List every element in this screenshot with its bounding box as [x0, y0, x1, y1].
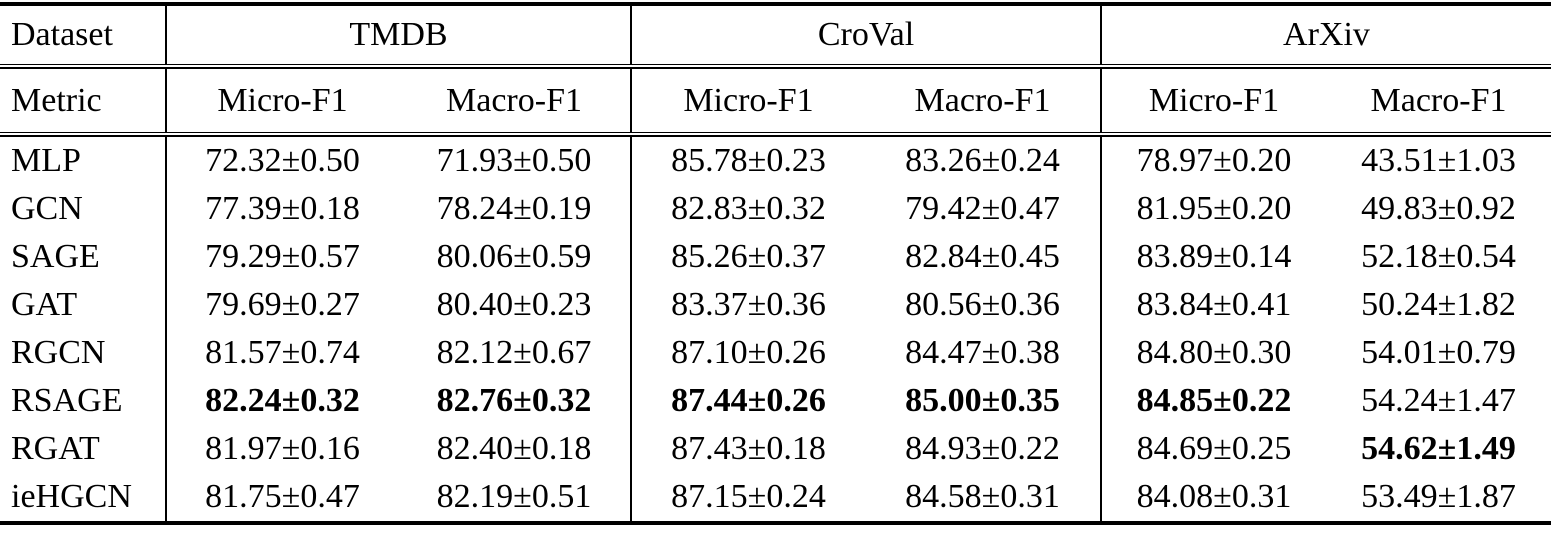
table-row: ieHGCN 81.75±0.47 82.19±0.51 87.15±0.24 … [0, 473, 1551, 521]
value-cell-croval-macro: 83.26±0.24 [905, 142, 1060, 179]
value-cell-croval-micro: 83.37±0.36 [630, 281, 865, 329]
value-cell-tmdb-micro: 82.24±0.32 [165, 377, 398, 425]
metric-header-croval-macro: Macro-F1 [914, 81, 1051, 119]
value-cell-arxiv-micro: 84.69±0.25 [1100, 425, 1326, 473]
value-cell-croval-micro: 85.78±0.23 [630, 137, 865, 185]
table-body: MLP 72.32±0.50 71.93±0.50 85.78±0.23 83.… [0, 137, 1551, 521]
group-header-tmdb: TMDB [165, 6, 630, 64]
value-cell-croval-micro: 85.26±0.37 [630, 233, 865, 281]
value-cell-arxiv-micro: 81.95±0.20 [1100, 185, 1326, 233]
model-name-cell: SAGE [11, 238, 100, 275]
value-cell-tmdb-micro: 81.57±0.74 [165, 329, 398, 377]
value-cell-tmdb-micro: 81.75±0.47 [165, 473, 398, 521]
model-name-cell: RGCN [11, 334, 106, 371]
model-name-cell: GCN [11, 190, 83, 227]
value-cell-croval-macro: 79.42±0.47 [905, 190, 1060, 227]
value-cell-croval-micro: 87.10±0.26 [630, 329, 865, 377]
value-cell-croval-micro: 87.44±0.26 [630, 377, 865, 425]
metric-header-arxiv-macro: Macro-F1 [1370, 81, 1507, 119]
value-cell-tmdb-macro: 82.40±0.18 [436, 430, 592, 467]
value-cell-croval-macro: 80.56±0.36 [905, 286, 1060, 323]
table-row: SAGE 79.29±0.57 80.06±0.59 85.26±0.37 82… [0, 233, 1551, 281]
group-header-croval: CroVal [630, 6, 1100, 64]
table-row: GAT 79.69±0.27 80.40±0.23 83.37±0.36 80.… [0, 281, 1551, 329]
value-cell-tmdb-macro: 80.06±0.59 [436, 238, 592, 275]
value-cell-croval-macro: 84.93±0.22 [905, 430, 1060, 467]
value-cell-arxiv-micro: 84.08±0.31 [1100, 473, 1326, 521]
value-cell-tmdb-micro: 79.29±0.57 [165, 233, 398, 281]
body-divider-rule [0, 132, 1551, 137]
value-cell-arxiv-micro: 84.85±0.22 [1100, 377, 1326, 425]
value-cell-arxiv-macro: 49.83±0.92 [1361, 190, 1516, 227]
metric-header-row: Metric Micro-F1 Macro-F1 Micro-F1 Macro-… [0, 69, 1551, 132]
group-header-arxiv: ArXiv [1100, 6, 1551, 64]
value-cell-croval-macro: 84.47±0.38 [905, 334, 1060, 371]
value-cell-arxiv-macro: 43.51±1.03 [1361, 142, 1516, 179]
value-cell-tmdb-macro: 80.40±0.23 [436, 286, 592, 323]
model-name-cell: ieHGCN [11, 478, 132, 515]
value-cell-croval-macro: 85.00±0.35 [905, 382, 1060, 419]
bottom-rule [0, 521, 1551, 525]
model-name-cell: RGAT [11, 430, 100, 467]
header-divider-rule [0, 64, 1551, 69]
value-cell-arxiv-micro: 83.89±0.14 [1100, 233, 1326, 281]
value-cell-tmdb-micro: 81.97±0.16 [165, 425, 398, 473]
model-name-cell: GAT [11, 286, 78, 323]
table-row: RGAT 81.97±0.16 82.40±0.18 87.43±0.18 84… [0, 425, 1551, 473]
bottom-padding [0, 525, 1551, 530]
value-cell-tmdb-macro: 82.76±0.32 [436, 382, 592, 419]
value-cell-tmdb-macro: 82.19±0.51 [436, 478, 592, 515]
metric-header-cell: Metric [11, 81, 102, 119]
value-cell-tmdb-micro: 77.39±0.18 [165, 185, 398, 233]
model-name-cell: RSAGE [11, 382, 123, 419]
metric-header-croval-micro: Micro-F1 [630, 69, 865, 132]
value-cell-arxiv-macro: 50.24±1.82 [1361, 286, 1516, 323]
value-cell-arxiv-macro: 54.01±0.79 [1361, 334, 1516, 371]
top-rule [0, 2, 1551, 6]
value-cell-croval-micro: 82.83±0.32 [630, 185, 865, 233]
value-cell-tmdb-macro: 71.93±0.50 [436, 142, 592, 179]
value-cell-croval-macro: 82.84±0.45 [905, 238, 1060, 275]
dataset-header-cell: Dataset [11, 16, 113, 53]
table-row: GCN 77.39±0.18 78.24±0.19 82.83±0.32 79.… [0, 185, 1551, 233]
value-cell-arxiv-macro: 54.62±1.49 [1361, 430, 1516, 467]
value-cell-arxiv-macro: 54.24±1.47 [1361, 382, 1516, 419]
value-cell-tmdb-macro: 82.12±0.67 [436, 334, 592, 371]
table-row: RGCN 81.57±0.74 82.12±0.67 87.10±0.26 84… [0, 329, 1551, 377]
metric-header-tmdb-macro: Macro-F1 [446, 81, 582, 119]
model-name-cell: MLP [11, 142, 81, 179]
value-cell-arxiv-macro: 53.49±1.87 [1361, 478, 1516, 515]
value-cell-tmdb-macro: 78.24±0.19 [436, 190, 592, 227]
table-row: MLP 72.32±0.50 71.93±0.50 85.78±0.23 83.… [0, 137, 1551, 185]
value-cell-croval-micro: 87.43±0.18 [630, 425, 865, 473]
value-cell-croval-macro: 84.58±0.31 [905, 478, 1060, 515]
table-row: RSAGE 82.24±0.32 82.76±0.32 87.44±0.26 8… [0, 377, 1551, 425]
value-cell-arxiv-micro: 83.84±0.41 [1100, 281, 1326, 329]
dataset-header-row: Dataset TMDB CroVal ArXiv [0, 6, 1551, 64]
value-cell-tmdb-micro: 79.69±0.27 [165, 281, 398, 329]
metric-header-tmdb-micro: Micro-F1 [165, 69, 398, 132]
value-cell-tmdb-micro: 72.32±0.50 [165, 137, 398, 185]
value-cell-arxiv-micro: 84.80±0.30 [1100, 329, 1326, 377]
value-cell-arxiv-micro: 78.97±0.20 [1100, 137, 1326, 185]
metric-header-arxiv-micro: Micro-F1 [1100, 69, 1326, 132]
value-cell-arxiv-macro: 52.18±0.54 [1361, 238, 1516, 275]
value-cell-croval-micro: 87.15±0.24 [630, 473, 865, 521]
